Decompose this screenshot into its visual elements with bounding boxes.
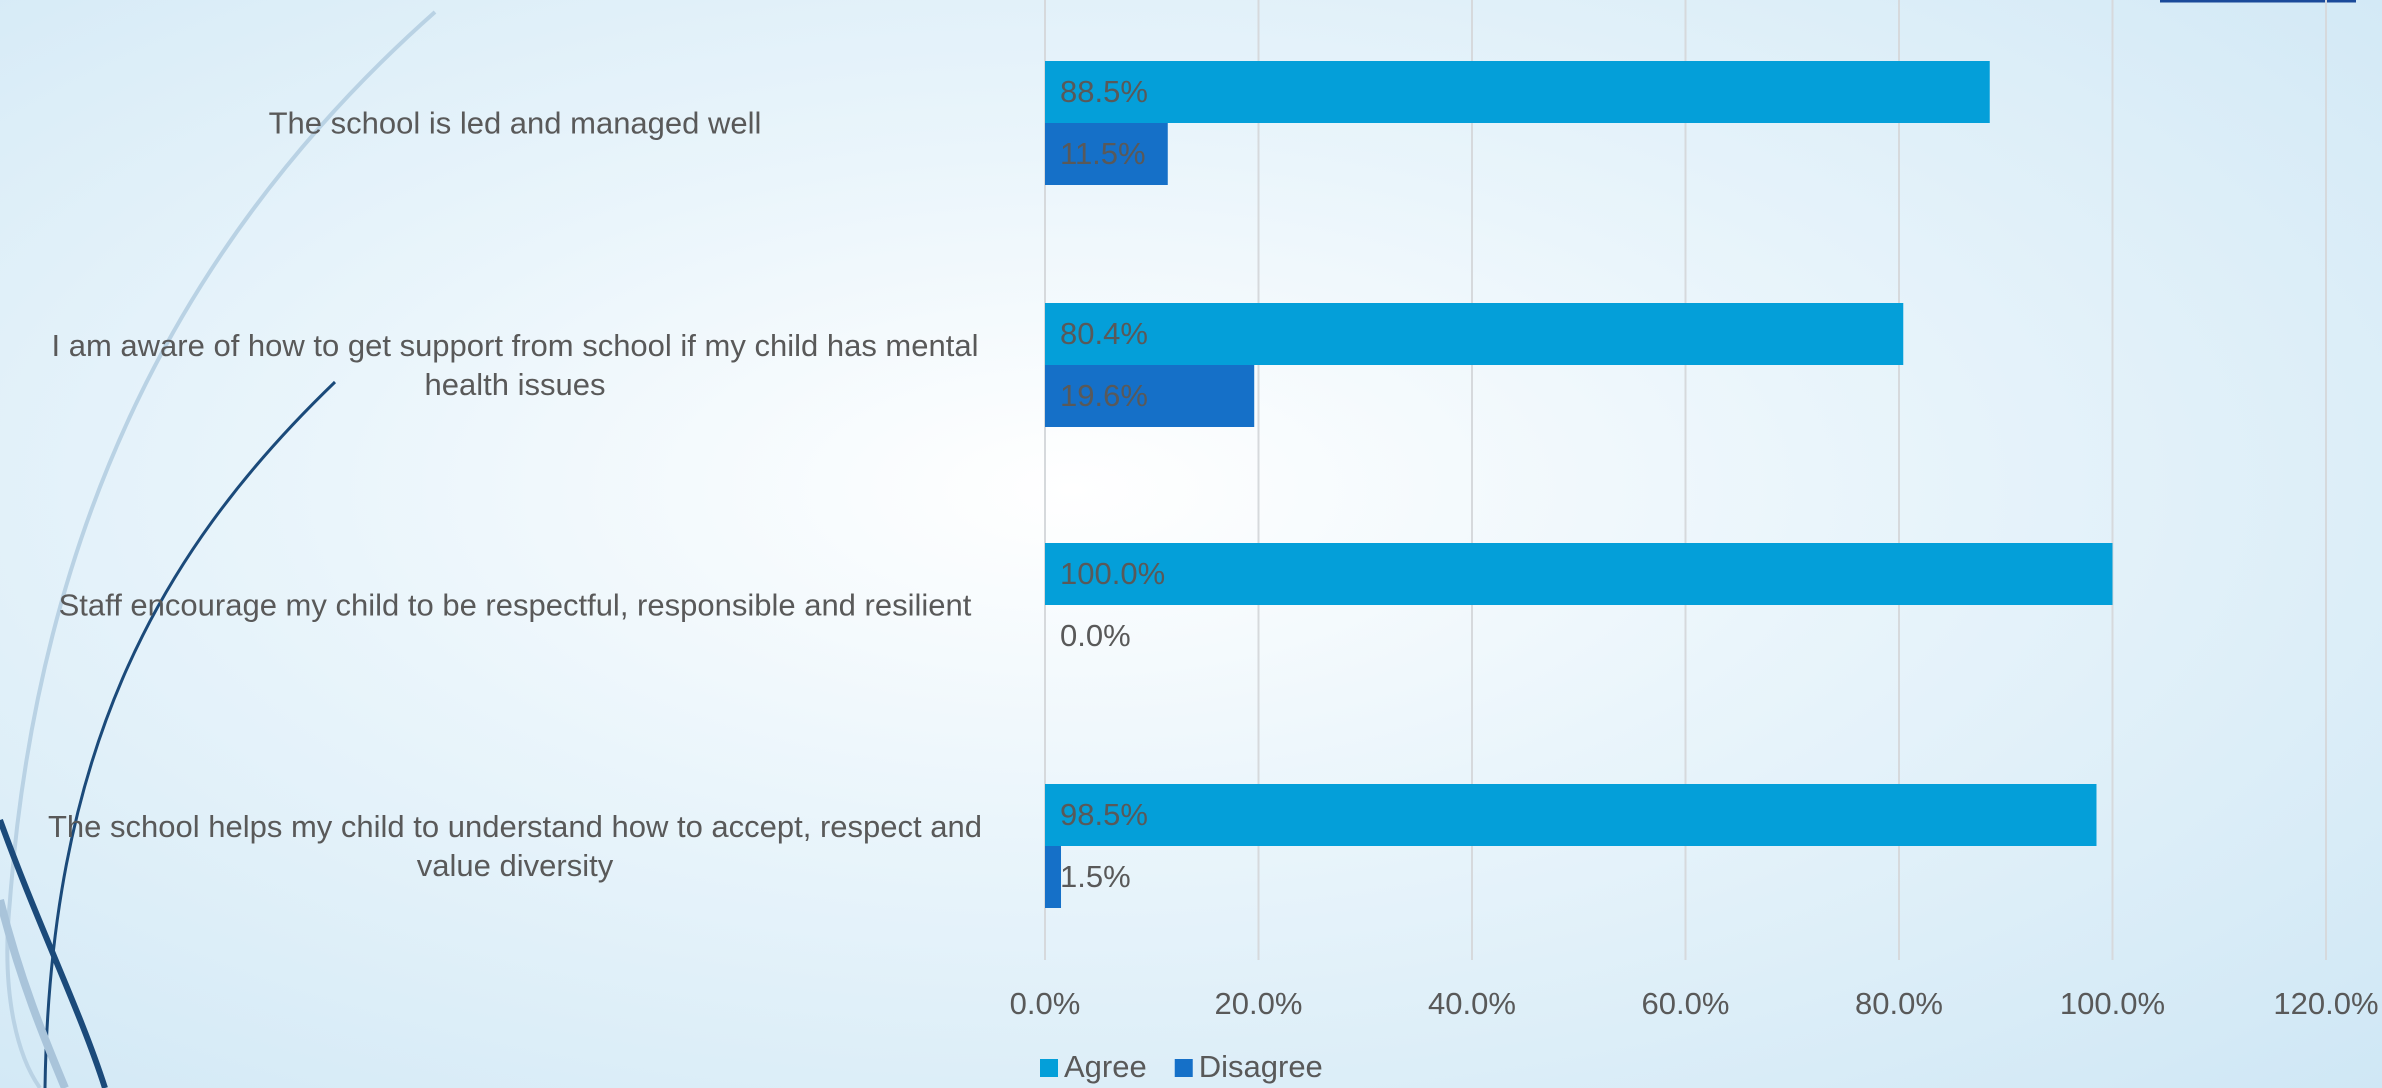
legend-swatch <box>1174 1059 1193 1077</box>
legend-swatch <box>1040 1059 1058 1077</box>
y-tick-label: The school helps my child to understand … <box>48 809 982 883</box>
value-label: 11.5% <box>1060 136 1146 171</box>
x-tick-label: 20.0% <box>1215 986 1303 1021</box>
y-tick-label: The school is led and managed well <box>268 105 762 141</box>
value-label: 100.0% <box>1060 556 1165 591</box>
bar <box>1045 784 2097 846</box>
bar <box>1045 303 1904 365</box>
bar <box>1045 846 1062 908</box>
value-label: 98.5% <box>1060 797 1148 832</box>
x-tick-label: 120.0% <box>2273 986 2378 1021</box>
value-label: 80.4% <box>1060 316 1148 351</box>
x-tick-label: 40.0% <box>1428 986 1516 1021</box>
value-label: 0.0% <box>1060 618 1131 653</box>
x-tick-label: 60.0% <box>1642 986 1730 1021</box>
bar <box>1045 365 1255 427</box>
x-tick-label: 80.0% <box>1855 986 1943 1021</box>
value-label: 88.5% <box>1060 74 1148 109</box>
legend-label: Disagree <box>1199 1049 1323 1084</box>
bar <box>1045 123 1168 185</box>
y-tick-label: I am aware of how to get support from sc… <box>51 328 979 402</box>
bar <box>1045 543 2113 605</box>
bar <box>1045 61 1990 123</box>
legend-label: Agree <box>1064 1049 1147 1084</box>
y-tick-label: Staff encourage my child to be respectfu… <box>58 587 972 623</box>
value-label: 1.5% <box>1060 859 1131 894</box>
value-label: 19.6% <box>1060 378 1148 413</box>
x-tick-label: 100.0% <box>2060 986 2165 1021</box>
x-tick-label: 0.0% <box>1010 986 1081 1021</box>
